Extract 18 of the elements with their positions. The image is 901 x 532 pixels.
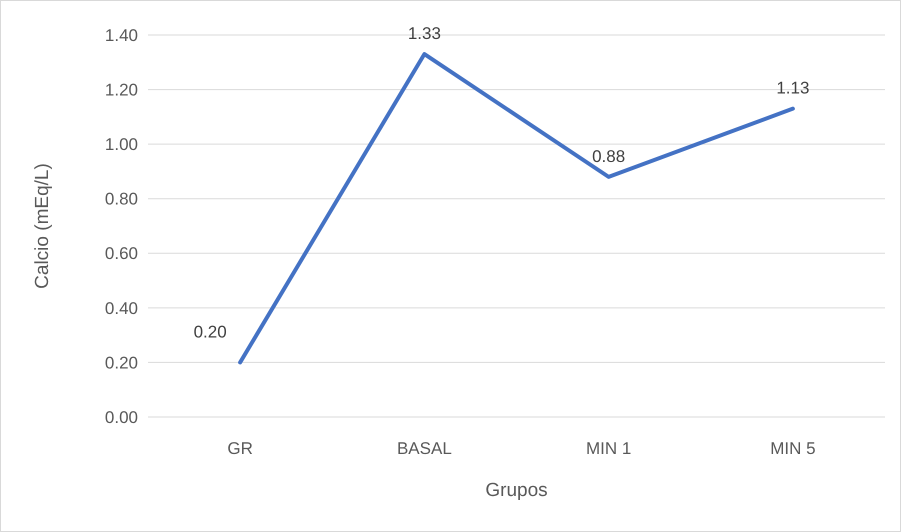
data-label: 1.33 <box>408 24 441 44</box>
y-tick-label: 0.60 <box>104 244 138 264</box>
y-tick-label: 1.00 <box>104 135 138 154</box>
y-tick-label: 0.40 <box>104 298 138 318</box>
y-axis-title: Calcio (mEq/L) <box>32 163 53 289</box>
x-tick-label: GR <box>227 439 253 458</box>
y-tick-label: 1.40 <box>104 26 138 45</box>
data-label: 0.20 <box>194 322 227 342</box>
data-label: 1.13 <box>776 78 810 98</box>
y-tick-label: 0.20 <box>104 353 138 372</box>
x-tick-label: MIN 1 <box>586 439 632 458</box>
y-tick-label: 0.00 <box>104 408 138 427</box>
x-tick-label: BASAL <box>396 439 452 458</box>
data-label: 0.88 <box>592 146 626 166</box>
x-tick-label: MIN 5 <box>770 439 816 458</box>
x-axis-title: Grupos <box>485 480 548 501</box>
y-tick-label: 0.80 <box>104 190 138 209</box>
y-tick-label: 1.20 <box>104 80 138 100</box>
